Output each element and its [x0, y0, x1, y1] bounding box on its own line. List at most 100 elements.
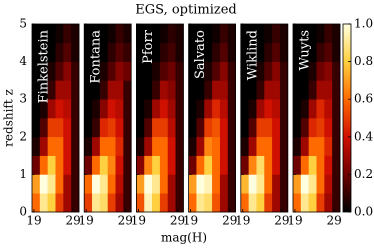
heat-cell	[256, 80, 265, 100]
heat-cell	[71, 193, 80, 213]
heat-cell	[123, 61, 132, 81]
panel-frame	[135, 23, 184, 213]
heat-cell	[248, 193, 257, 213]
heat-cell	[188, 24, 197, 44]
heat-cell	[63, 155, 72, 175]
heat-cell	[175, 42, 184, 62]
heat-cell	[332, 155, 341, 175]
heat-cell	[123, 136, 132, 156]
heat-cell	[212, 193, 221, 213]
heat-cell	[279, 99, 289, 119]
heat-cell	[159, 174, 169, 194]
heat-cell	[115, 155, 124, 175]
y-tick-label: 3	[19, 92, 27, 106]
heat-cell	[55, 136, 64, 156]
heat-cell	[264, 61, 273, 81]
panel-frame	[83, 23, 132, 213]
heat-cell	[204, 80, 213, 100]
heat-cell	[279, 136, 289, 156]
heat-cell	[99, 80, 108, 100]
heat-cell	[144, 174, 153, 194]
heat-cell	[99, 99, 108, 119]
heat-cell	[256, 118, 265, 138]
heat-cell	[84, 42, 93, 62]
heat-cell	[71, 118, 80, 138]
heat-cell	[293, 118, 302, 138]
heat-cell	[92, 99, 101, 119]
heat-cell	[92, 136, 101, 156]
heat-cell	[167, 99, 176, 119]
heat-cell	[167, 42, 176, 62]
heat-cell	[99, 42, 108, 62]
heat-cell	[63, 61, 72, 81]
heat-cell	[63, 193, 72, 213]
heat-cell	[196, 24, 205, 44]
heat-cell	[84, 174, 93, 194]
heat-cell	[219, 80, 229, 100]
heat-cell	[123, 193, 132, 213]
heat-cell	[99, 24, 108, 44]
heat-cell	[188, 193, 197, 213]
heat-cell	[188, 174, 197, 194]
heat-cell	[248, 42, 257, 62]
x-tick-label: 29	[326, 214, 341, 228]
heat-cell	[167, 155, 176, 175]
heat-cell	[204, 61, 213, 81]
heat-cell	[32, 42, 41, 62]
heat-cell	[115, 42, 124, 62]
x-tick-label: 29	[170, 214, 185, 228]
heat-cell	[227, 155, 236, 175]
heat-cell	[272, 193, 281, 213]
heat-cell	[308, 136, 317, 156]
heat-cell	[316, 193, 325, 213]
heat-cell	[212, 118, 221, 138]
heat-cell	[279, 118, 289, 138]
heat-cell	[219, 118, 229, 138]
heat-cell	[272, 174, 281, 194]
heat-cell	[47, 24, 56, 44]
heat-cell	[99, 118, 108, 138]
heat-cell	[204, 99, 213, 119]
heat-cell	[99, 193, 108, 213]
heat-cell	[279, 24, 289, 44]
heat-cell	[159, 155, 169, 175]
heat-cell	[167, 80, 176, 100]
heat-cell	[55, 80, 64, 100]
heat-cell	[167, 24, 176, 44]
heat-cell	[63, 174, 72, 194]
heat-cell	[159, 193, 169, 213]
heat-cell	[175, 61, 184, 81]
heat-cell	[300, 24, 309, 44]
heat-cell	[219, 61, 229, 81]
heat-cell	[332, 24, 341, 44]
y-tick-label: 5	[19, 17, 27, 31]
heat-cell	[175, 193, 184, 213]
heat-cell	[293, 155, 302, 175]
heat-cell	[115, 174, 124, 194]
heat-cell	[144, 99, 153, 119]
heat-cell	[212, 155, 221, 175]
panel-name: Salvato	[193, 30, 208, 79]
heat-cell	[324, 99, 333, 119]
heat-cell	[39, 118, 48, 138]
heat-cell	[256, 99, 265, 119]
heat-cell	[219, 136, 229, 156]
heat-cell	[219, 193, 229, 213]
heat-cell	[107, 174, 116, 194]
x-tick-label: 19	[183, 214, 198, 228]
heat-cell	[39, 136, 48, 156]
heat-cell	[152, 24, 161, 44]
heat-cell	[55, 42, 64, 62]
panel-name: Fontana	[89, 30, 104, 84]
heat-cell	[308, 42, 317, 62]
panel-name: Wuyts	[298, 30, 313, 70]
heat-cell	[324, 24, 333, 44]
heat-cell	[256, 193, 265, 213]
heat-cell	[92, 118, 101, 138]
heat-cell	[204, 155, 213, 175]
heat-cell	[293, 174, 302, 194]
heat-cell	[293, 24, 302, 44]
heat-cell	[324, 61, 333, 81]
heat-cell	[47, 118, 56, 138]
heat-cell	[188, 155, 197, 175]
